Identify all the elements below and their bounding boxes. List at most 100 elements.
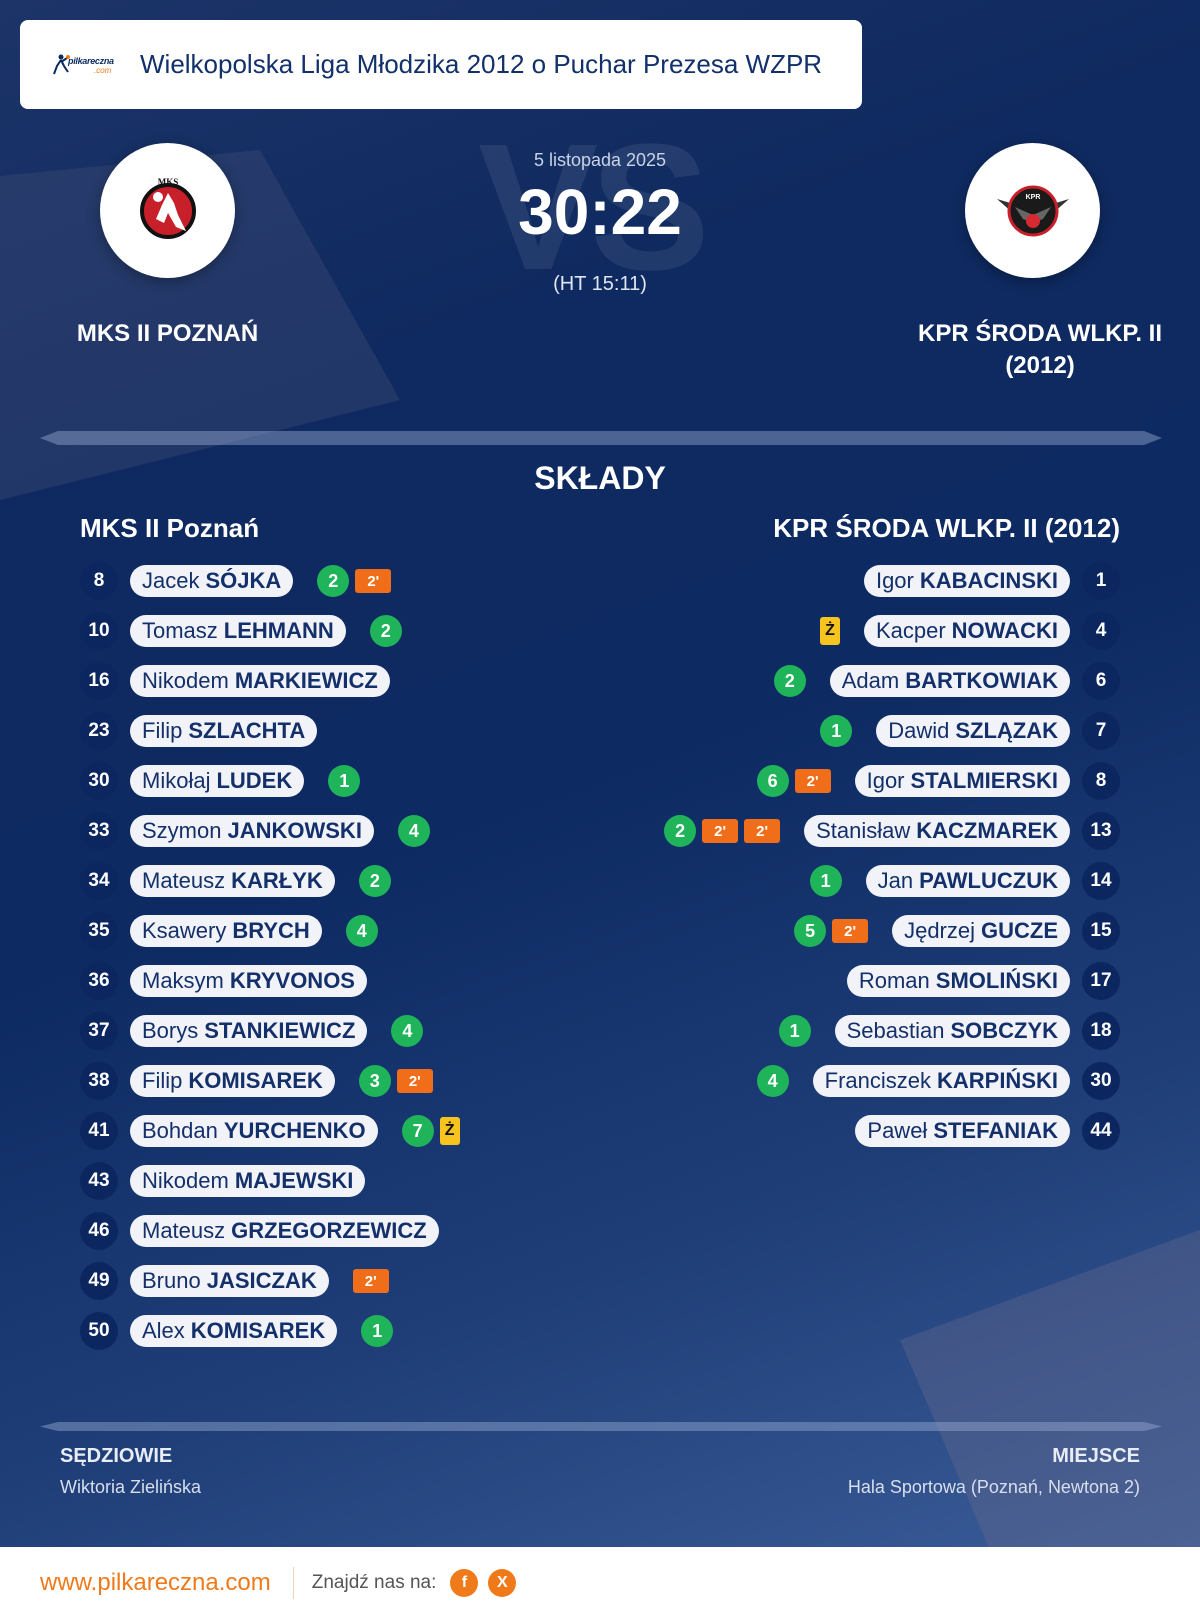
player-row[interactable]: 8 Jacek SÓJKA 2 2' xyxy=(80,556,463,606)
player-row[interactable]: 1 Dawid SZLĄZAK 7 xyxy=(664,706,1120,756)
player-name[interactable]: Nikodem MARKIEWICZ xyxy=(130,665,390,697)
player-name[interactable]: Sebastian SOBCZYK xyxy=(834,1015,1070,1047)
player-row[interactable]: 38 Filip KOMISAREK 3 2' xyxy=(80,1056,463,1106)
goals-badge: 2 xyxy=(773,665,806,697)
player-first-name: Igor xyxy=(866,768,905,793)
player-name[interactable]: Filip KOMISAREK xyxy=(130,1065,335,1097)
player-stats: 1 xyxy=(820,715,853,747)
player-row[interactable]: Igor KABACINSKI 1 xyxy=(664,556,1120,606)
goals-badge: 2 xyxy=(369,615,402,647)
suspension-badge: 2' xyxy=(355,569,392,593)
lineups-title: SKŁADY xyxy=(534,460,666,496)
player-name[interactable]: Kacper NOWACKI xyxy=(863,615,1070,647)
player-name[interactable]: Jędrzej GUCZE xyxy=(892,915,1070,947)
player-name[interactable]: Paweł STEFANIAK xyxy=(855,1115,1070,1147)
player-row[interactable]: 35 Ksawery BRYCH 4 xyxy=(80,906,463,956)
suspension-badge: 2' xyxy=(396,1069,433,1093)
player-stats: 2 2' 2' xyxy=(664,815,781,847)
player-last-name: SOBCZYK xyxy=(950,1018,1058,1043)
player-row[interactable]: 50 Alex KOMISAREK 1 xyxy=(80,1306,463,1356)
player-row[interactable]: Ż Kacper NOWACKI 4 xyxy=(664,606,1120,656)
kpr-sroda-crest-icon: KPR xyxy=(996,185,1069,236)
player-name[interactable]: Adam BARTKOWIAK xyxy=(829,665,1070,697)
player-last-name: BRYCH xyxy=(232,918,310,943)
player-name[interactable]: Stanisław KACZMAREK xyxy=(804,815,1070,847)
shirt-number: 37 xyxy=(80,1012,118,1050)
player-name[interactable]: Mateusz KARŁYK xyxy=(130,865,335,897)
player-row[interactable]: 30 Mikołaj LUDEK 1 xyxy=(80,756,463,806)
player-name[interactable]: Jacek SÓJKA xyxy=(130,565,294,597)
player-name[interactable]: Tomasz LEHMANN xyxy=(130,615,346,647)
player-name[interactable]: Nikodem MAJEWSKI xyxy=(130,1165,366,1197)
player-last-name: PAWLUCZUK xyxy=(919,868,1058,893)
player-name[interactable]: Ksawery BRYCH xyxy=(130,915,322,947)
player-row[interactable]: 37 Borys STANKIEWICZ 4 xyxy=(80,1006,463,1056)
halftime-score: (HT 15:11) xyxy=(553,273,647,295)
goals-badge: 4 xyxy=(397,815,430,847)
player-stats: 5 2' xyxy=(794,915,869,947)
player-first-name: Bruno xyxy=(142,1268,201,1293)
goals-badge: 1 xyxy=(820,715,853,747)
referees-label: SĘDZIOWIE xyxy=(60,1445,173,1467)
player-row[interactable]: 16 Nikodem MARKIEWICZ xyxy=(80,656,463,706)
player-name[interactable]: Jan PAWLUCZUK xyxy=(865,865,1070,897)
player-name[interactable]: Maksym KRYVONOS xyxy=(130,965,367,997)
player-name[interactable]: Roman SMOLIŃSKI xyxy=(846,965,1070,997)
player-name[interactable]: Igor KABACINSKI xyxy=(863,565,1070,597)
player-row[interactable]: 1 Sebastian SOBCZYK 18 xyxy=(664,1006,1120,1056)
player-name[interactable]: Alex KOMISAREK xyxy=(130,1315,338,1347)
shirt-number: 41 xyxy=(80,1112,118,1150)
goals-badge: 5 xyxy=(794,915,827,947)
player-row[interactable]: 23 Filip SZLACHTA xyxy=(80,706,463,756)
player-row[interactable]: 5 2' Jędrzej GUCZE 15 xyxy=(664,906,1120,956)
shirt-number: 8 xyxy=(1082,762,1120,800)
website-link[interactable]: www.pilkareczna.com xyxy=(40,1568,271,1596)
shirt-number: 36 xyxy=(80,962,118,1000)
player-name[interactable]: Dawid SZLĄZAK xyxy=(876,715,1070,747)
player-row[interactable]: 34 Mateusz KARŁYK 2 xyxy=(80,856,463,906)
facebook-icon[interactable]: f xyxy=(450,1568,479,1597)
pilkareczna-logo[interactable]: pilkareczna .com xyxy=(50,50,120,80)
player-row[interactable]: Roman SMOLIŃSKI 17 xyxy=(664,956,1120,1006)
player-row[interactable]: 4 Franciszek KARPIŃSKI 30 xyxy=(664,1056,1120,1106)
player-first-name: Dawid xyxy=(888,718,950,743)
player-row[interactable]: 2 Adam BARTKOWIAK 6 xyxy=(664,656,1120,706)
player-row[interactable]: 6 2' Igor STALMIERSKI 8 xyxy=(664,756,1120,806)
player-row[interactable]: 41 Bohdan YURCHENKO 7 Ż xyxy=(80,1106,463,1156)
player-name[interactable]: Szymon JANKOWSKI xyxy=(130,815,374,847)
x-icon[interactable]: X xyxy=(488,1568,517,1597)
player-first-name: Mateusz xyxy=(142,1218,226,1243)
svg-text:MKS: MKS xyxy=(157,177,178,187)
player-last-name: KACZMAREK xyxy=(916,818,1058,843)
player-name[interactable]: Bruno JASICZAK xyxy=(130,1265,329,1297)
player-row[interactable]: Paweł STEFANIAK 44 xyxy=(664,1106,1120,1156)
player-row[interactable]: 36 Maksym KRYVONOS xyxy=(80,956,463,1006)
player-name[interactable]: Filip SZLACHTA xyxy=(130,715,318,747)
player-row[interactable]: 43 Nikodem MAJEWSKI xyxy=(80,1156,463,1206)
player-row[interactable]: 49 Bruno JASICZAK 2' xyxy=(80,1256,463,1306)
player-name[interactable]: Mikołaj LUDEK xyxy=(130,765,305,797)
suspension-badge: 2' xyxy=(794,769,831,793)
player-row[interactable]: 1 Jan PAWLUCZUK 14 xyxy=(664,856,1120,906)
player-stats: 2 xyxy=(369,615,402,647)
shirt-number: 1 xyxy=(1082,562,1120,600)
player-row[interactable]: 2 2' 2' Stanisław KACZMAREK 13 xyxy=(664,806,1120,856)
player-name[interactable]: Igor STALMIERSKI xyxy=(854,765,1070,797)
shirt-number: 8 xyxy=(80,562,118,600)
player-row[interactable]: 46 Mateusz GRZEGORZEWICZ xyxy=(80,1206,463,1256)
player-name[interactable]: Borys STANKIEWICZ xyxy=(130,1015,368,1047)
player-row[interactable]: 10 Tomasz LEHMANN 2 xyxy=(80,606,463,656)
player-name[interactable]: Mateusz GRZEGORZEWICZ xyxy=(130,1215,439,1247)
goals-badge: 4 xyxy=(345,915,378,947)
goals-badge: 1 xyxy=(328,765,361,797)
player-name[interactable]: Franciszek KARPIŃSKI xyxy=(812,1065,1070,1097)
player-last-name: YURCHENKO xyxy=(223,1118,366,1143)
player-row[interactable]: 33 Szymon JANKOWSKI 4 xyxy=(80,806,463,856)
player-name[interactable]: Bohdan YURCHENKO xyxy=(130,1115,378,1147)
shirt-number: 30 xyxy=(80,762,118,800)
away-squad-title: KPR ŚRODA WLKP. II (2012) xyxy=(773,513,1120,543)
player-stats: 2 2' xyxy=(317,565,392,597)
away-team-logo: KPR xyxy=(965,143,1100,278)
player-stats: 3 2' xyxy=(358,1065,433,1097)
svg-text:KPR: KPR xyxy=(1025,194,1040,201)
